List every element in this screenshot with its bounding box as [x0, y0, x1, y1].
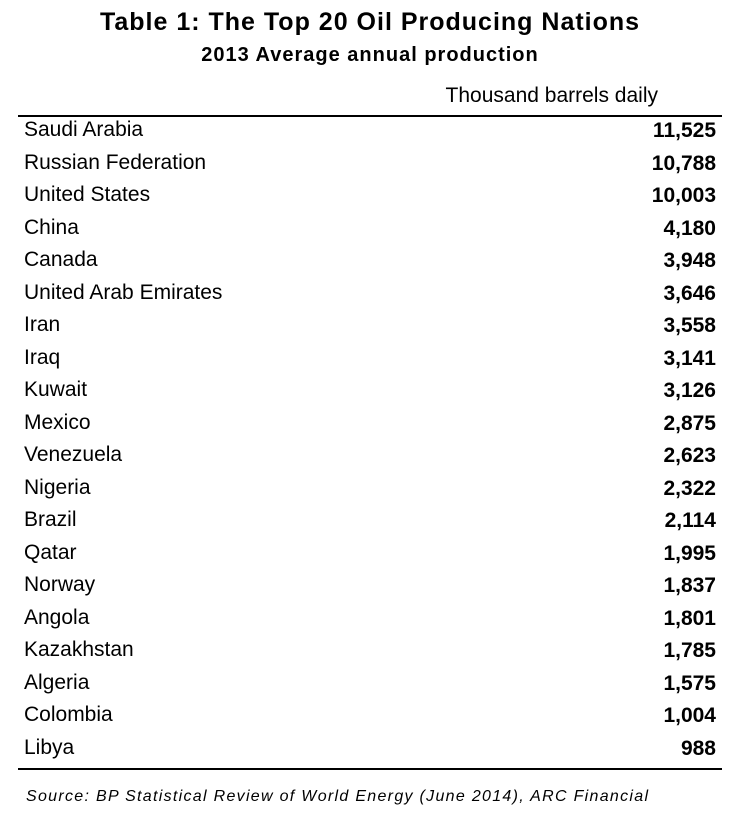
table-row: Iran 3,558 [18, 312, 722, 345]
country-name: Algeria [24, 670, 90, 694]
production-value: 2,114 [664, 509, 716, 532]
country-name: Mexico [24, 410, 91, 434]
table-row: Colombia 1,004 [18, 702, 722, 735]
country-name: Libya [24, 735, 75, 759]
table-row: Nigeria 2,322 [18, 475, 722, 508]
table-row: United States 10,003 [18, 182, 722, 215]
country-name: Venezuela [24, 443, 123, 466]
production-table: Saudi Arabia 11,525 Russian Federation 10,… [18, 117, 722, 767]
production-value: 3,126 [663, 379, 716, 402]
table-title: Table 1: The Top 20 Oil Producing Nation… [99, 8, 641, 36]
country-name: Norway [24, 573, 96, 596]
production-value: 2,623 [663, 444, 716, 467]
table-row: Venezuela 2,623 [18, 442, 722, 475]
production-value: 1,837 [663, 574, 716, 597]
table-row: Libya 988 [18, 735, 722, 768]
production-value: 1,004 [663, 704, 716, 727]
production-value: 3,558 [663, 314, 716, 337]
country-name: Kuwait [24, 378, 88, 401]
table-row: Kazakhstan 1,785 [18, 637, 722, 670]
production-value: 2,875 [663, 411, 716, 435]
country-name: Colombia [24, 703, 113, 726]
country-name: Qatar [24, 540, 77, 564]
production-value: 3,948 [663, 249, 716, 272]
table-row: Angola 1,801 [18, 605, 722, 638]
country-name: Kazakhstan [24, 638, 134, 661]
table-row: Russian Federation 10,788 [18, 150, 722, 183]
country-name: Brazil [24, 508, 77, 531]
production-value: 10,788 [651, 151, 716, 175]
country-name: Iran [24, 313, 61, 336]
unit-label: Thousand barrels daily [445, 84, 658, 107]
source-note: Source: BP Statistical Review of World E… [26, 788, 650, 805]
production-value: 11,525 [652, 119, 716, 142]
production-value: 10,003 [651, 184, 716, 207]
production-value: 2,322 [663, 476, 716, 500]
table-row: Canada 3,948 [18, 247, 722, 280]
production-value: 3,141 [663, 346, 716, 370]
table-subtitle: 2013 Average annual production [201, 44, 539, 66]
country-name: Angola [24, 605, 90, 629]
bottom-rule [18, 768, 722, 770]
country-name: Iraq [24, 345, 61, 369]
country-name: United Arab Emirates [24, 280, 223, 304]
production-value: 4,180 [663, 216, 716, 240]
country-name: Canada [24, 248, 98, 271]
country-name: United States [24, 183, 151, 206]
production-value: 3,646 [663, 281, 716, 305]
table-row: Saudi Arabia 11,525 [18, 117, 722, 150]
table-row: China 4,180 [18, 215, 722, 248]
production-value: 1,801 [663, 606, 716, 630]
table-row: United Arab Emirates 3,646 [18, 280, 722, 313]
country-name: Russian Federation [24, 150, 207, 174]
table-row: Brazil 2,114 [18, 507, 722, 540]
table-row: Mexico 2,875 [18, 410, 722, 443]
country-name: China [24, 215, 79, 239]
production-value: 1,785 [663, 639, 716, 662]
table-row: Algeria 1,575 [18, 670, 722, 703]
table-row: Norway 1,837 [18, 572, 722, 605]
production-value: 1,995 [663, 541, 716, 565]
table-row: Kuwait 3,126 [18, 377, 722, 410]
country-name: Nigeria [24, 475, 91, 499]
table-row: Iraq 3,141 [18, 345, 722, 378]
production-value: 1,575 [663, 671, 716, 695]
country-name: Saudi Arabia [24, 118, 144, 141]
production-value: 988 [680, 736, 716, 760]
table-row: Qatar 1,995 [18, 540, 722, 573]
top-rule [18, 115, 722, 117]
